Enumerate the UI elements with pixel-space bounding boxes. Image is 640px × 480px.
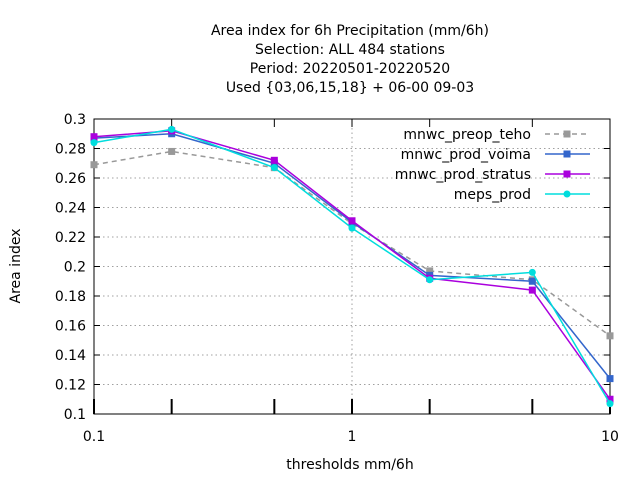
data-point [606,395,614,403]
data-point [528,268,536,276]
legend-swatch-marker [563,170,571,178]
data-point [90,161,98,169]
title-line-1: Area index for 6h Precipitation (mm/6h) [211,23,489,39]
data-point [90,139,98,147]
data-point [270,156,278,164]
legend-label: mnwc_prod_voima [401,147,531,163]
data-point [168,147,176,155]
legend: mnwc_preop_teho mnwc_prod_voima mnwc_prod_… [395,127,590,203]
y-tick-label: 0.26 [55,171,86,187]
axis-ticks: 0.1 0.12 0.14 0.16 0.18 0.2 0.22 0.24 0.26 0.28 0.… [55,112,619,445]
legend-swatch-marker [563,150,571,158]
x-tick-label: 1 [348,429,357,445]
data-point [426,276,434,284]
legend-label: meps_prod [454,187,531,203]
grid-lines [94,119,610,414]
chart-title: Area index for 6h Precipitation (mm/6h) … [211,23,489,96]
y-tick-label: 0.12 [55,378,86,394]
series-meps_prod [90,125,614,408]
series-line [93,132,611,380]
x-tick-label: 10 [601,429,619,445]
y-tick-label: 0.3 [64,112,86,128]
data-point [606,332,614,340]
plot-frame [93,118,611,415]
data-point [528,286,536,294]
title-line-3: Period: 20220501-20220520 [250,61,450,77]
data-point [168,125,176,133]
y-tick-label: 0.2 [64,260,86,276]
y-tick-label: 0.1 [64,407,86,423]
legend-label: mnwc_preop_teho [403,127,531,143]
y-tick-label: 0.28 [55,142,86,158]
y-tick-label: 0.18 [55,289,86,305]
series-layer [90,125,614,408]
title-line-4: Used {03,06,15,18} + 06-00 09-03 [226,80,474,96]
series-mnwc_preop_teho [90,147,614,340]
data-point [270,164,278,172]
data-point [528,277,536,285]
y-tick-label: 0.14 [55,348,86,364]
y-tick-label: 0.24 [55,201,86,217]
data-point [348,217,356,225]
y-tick-label: 0.16 [55,319,86,335]
y-axis-label: Area index [8,229,24,304]
title-line-2: Selection: ALL 484 stations [255,42,445,58]
legend-swatch-marker [563,190,571,198]
x-axis-label: thresholds mm/6h [286,457,413,473]
legend-label: mnwc_prod_stratus [395,167,531,183]
data-point [606,400,614,408]
data-point [90,133,98,141]
y-tick-label: 0.22 [55,230,86,246]
data-point [606,375,614,383]
x-tick-label: 0.1 [83,429,105,445]
data-point [348,224,356,232]
data-point [426,267,434,275]
legend-swatch-marker [563,130,571,138]
